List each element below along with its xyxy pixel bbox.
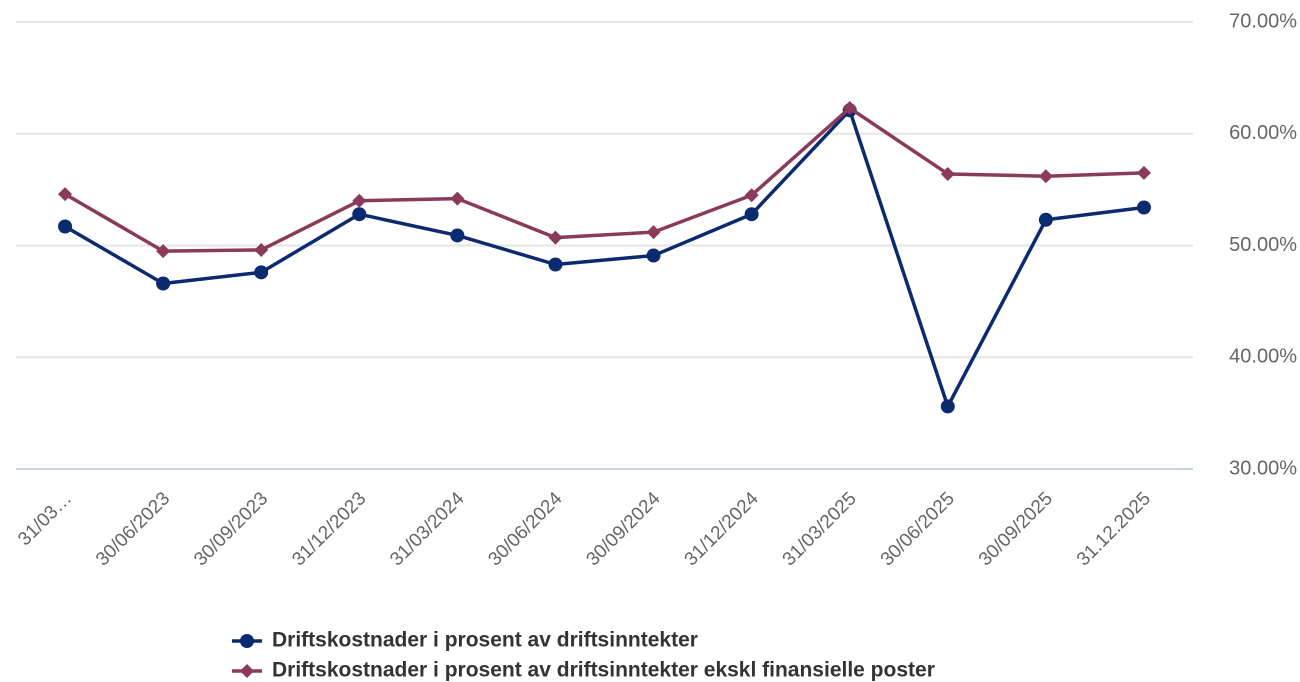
- x-tick-label: 30/06/2023: [92, 488, 174, 570]
- x-tick-label: 31/03…: [14, 488, 76, 550]
- y-tick-label: 40.00%: [1229, 346, 1297, 368]
- point: [240, 634, 254, 648]
- x-tick-label: 31.12.2025: [1073, 488, 1155, 570]
- point: [1038, 212, 1053, 227]
- point: [744, 188, 759, 203]
- legend-item: Driftskostnader i prosent av driftsinnte…: [232, 629, 698, 652]
- y-tick-label: 30.00%: [1229, 457, 1297, 479]
- point: [1136, 165, 1151, 180]
- x-tick-label: 31/12/2024: [681, 488, 763, 570]
- legend-label: Driftskostnader i prosent av driftsinnte…: [272, 659, 935, 682]
- series-line: [64, 106, 1145, 253]
- point: [450, 191, 465, 206]
- y-tick-label: 60.00%: [1229, 122, 1297, 144]
- point: [940, 399, 955, 414]
- point: [744, 207, 759, 222]
- point: [548, 230, 563, 245]
- y-tick-label: 70.00%: [1229, 10, 1297, 32]
- point: [1136, 200, 1151, 215]
- point: [240, 664, 254, 678]
- x-tick-label: 31/12/2023: [288, 488, 370, 570]
- legend-item: Driftskostnader i prosent av driftsinnte…: [232, 659, 935, 682]
- y-tick-label: 50.00%: [1229, 234, 1297, 256]
- point: [58, 187, 73, 202]
- x-tick-label: 30/09/2025: [975, 488, 1057, 570]
- point: [254, 265, 269, 280]
- legend-label: Driftskostnader i prosent av driftsinnte…: [272, 629, 698, 652]
- point: [548, 257, 563, 272]
- series-line: [64, 108, 1145, 409]
- point: [842, 101, 857, 116]
- point: [646, 248, 661, 263]
- point: [156, 276, 171, 291]
- point: [352, 207, 367, 222]
- point: [352, 193, 367, 208]
- point: [646, 225, 661, 240]
- point: [254, 242, 269, 257]
- point: [450, 228, 465, 243]
- point: [156, 244, 171, 259]
- point: [940, 166, 955, 181]
- x-tick-label: 30/06/2024: [484, 488, 566, 570]
- x-tick-label: 31/03/2025: [779, 488, 861, 570]
- x-tick-label: 31/03/2024: [386, 488, 468, 570]
- x-tick-label: 30/06/2025: [877, 488, 959, 570]
- point: [58, 219, 73, 234]
- x-tick-label: 30/09/2023: [190, 488, 272, 570]
- x-tick-label: 30/09/2024: [583, 488, 665, 570]
- point: [1038, 169, 1053, 184]
